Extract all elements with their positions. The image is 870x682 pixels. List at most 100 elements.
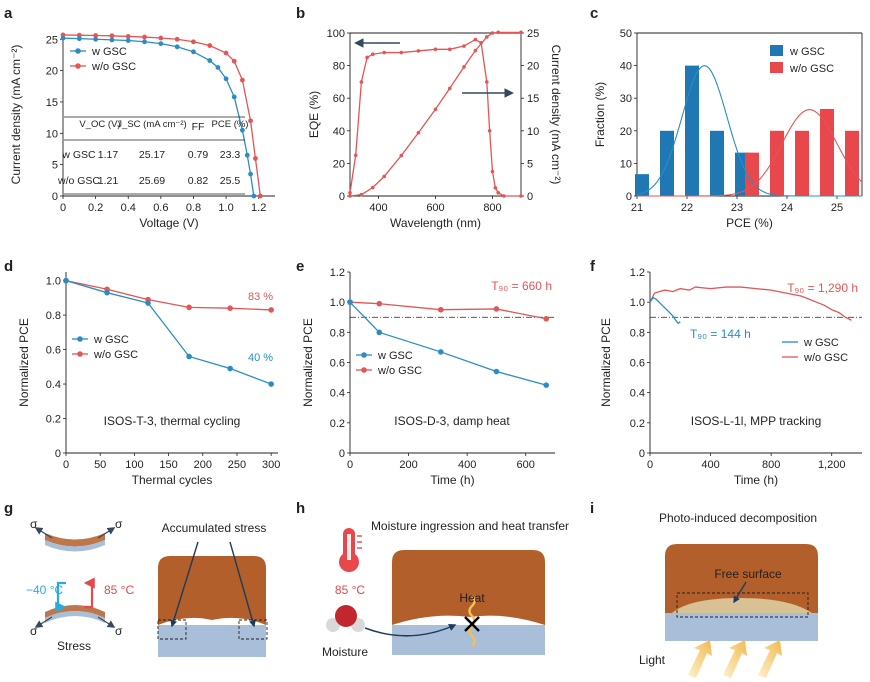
x-axis-title: Time (h) xyxy=(734,473,778,487)
histogram-bar xyxy=(820,108,834,196)
accumulated-stress-title: Accumulated stress xyxy=(162,521,267,535)
data-point xyxy=(186,353,192,360)
x-tick-label: 50 xyxy=(94,459,106,471)
x-axis-title: Voltage (V) xyxy=(139,216,198,230)
t90-label: T₉₀ = 660 h xyxy=(491,279,552,293)
data-point xyxy=(207,43,213,48)
jsc-line xyxy=(349,31,521,197)
table-cell: 0.82 xyxy=(188,175,209,187)
y-tick-label: 20 xyxy=(620,126,632,138)
data-point xyxy=(63,277,69,284)
x-tick-label: 200 xyxy=(194,459,212,471)
legend-label: w GSC xyxy=(789,46,825,58)
y2-tick-label: 25 xyxy=(527,28,539,40)
y-tick-label: 15 xyxy=(46,97,58,109)
x-tick-label: 150 xyxy=(159,459,177,471)
cold-temperature: −40 °C xyxy=(26,583,63,597)
table-header-ff: FF xyxy=(192,121,205,133)
table-cell: 25.17 xyxy=(139,149,165,161)
light-arrow-icon xyxy=(723,640,747,678)
legend-swatch xyxy=(770,45,783,56)
cooling-arrow xyxy=(55,581,67,613)
table-cell: 25.5 xyxy=(220,175,241,187)
histogram-bar xyxy=(745,152,759,196)
stress-label: Stress xyxy=(57,639,91,653)
x-tick-label: 100 xyxy=(125,459,143,471)
x-tick-label: 0 xyxy=(347,459,353,471)
eqe-point xyxy=(485,80,489,84)
data-point xyxy=(239,77,245,83)
panel-label-c: c xyxy=(590,5,598,22)
x-tick-label: 600 xyxy=(426,202,444,214)
legend-label: w/o GSC xyxy=(377,365,422,377)
eqe-point xyxy=(473,37,478,42)
histogram-bar xyxy=(710,130,724,196)
legend-label: w GSC xyxy=(803,337,839,349)
x-tick-label: 0 xyxy=(63,459,69,471)
y-axis-title: Current density (mA cm⁻²) xyxy=(9,45,23,185)
annotation-red: 83 % xyxy=(248,291,273,303)
bottom-bent-film-layer xyxy=(45,611,105,623)
x-tick-label: 0.8 xyxy=(186,202,201,214)
data-point xyxy=(191,49,196,55)
panel-label-i: i xyxy=(590,500,594,517)
x-tick-label: 1,200 xyxy=(818,459,846,471)
jsc-point xyxy=(348,194,352,198)
annotation-blue: 40 % xyxy=(248,352,273,364)
series-line xyxy=(649,296,681,325)
data-point xyxy=(376,300,383,307)
legend-marker xyxy=(361,367,367,373)
y-tick-label: 0.4 xyxy=(630,388,645,400)
free-surface-box xyxy=(676,592,809,618)
chart-e-damp-heat: 0 200 400 600 0 0.2 0.4 0.6 0.8 1.0 1.2 Time (h) Nor… xyxy=(301,267,555,487)
light-label: Light xyxy=(639,653,666,667)
y-tick-label: 0 xyxy=(639,448,645,460)
edge-highlight-box xyxy=(157,619,187,640)
legend-marker xyxy=(77,336,83,342)
x-tick-label: 600 xyxy=(517,459,535,471)
cross-icon xyxy=(464,616,480,632)
panel-label-h: h xyxy=(296,500,305,517)
gaussian-fit xyxy=(637,109,863,197)
table-cell: 25.69 xyxy=(139,175,165,187)
y-tick-label: 0.2 xyxy=(330,418,345,430)
eqe-point xyxy=(382,50,387,55)
eqe-point xyxy=(462,44,466,48)
free-surface-label: Free surface xyxy=(714,567,782,581)
jsc-point xyxy=(416,130,421,135)
data-point xyxy=(493,306,500,312)
jsc-point xyxy=(485,35,489,39)
y-tick-label: 10 xyxy=(620,158,632,170)
moisture-label: Moisture xyxy=(322,645,368,659)
moisture-title: Moisture ingression and heat transfer xyxy=(371,519,569,533)
data-point xyxy=(145,300,151,306)
light-arrow-icon xyxy=(688,640,712,678)
jsc-point xyxy=(490,31,495,35)
y2-tick-label: 10 xyxy=(527,126,539,138)
data-point xyxy=(104,289,110,296)
eqe-point xyxy=(487,129,492,133)
x-tick-label: 21 xyxy=(631,202,643,214)
eqe-point xyxy=(353,153,358,158)
x-axis-title: PCE (%) xyxy=(726,216,773,230)
y-tick-label: 0.4 xyxy=(330,388,345,400)
x-tick-label: 800 xyxy=(483,202,501,214)
eqe-line xyxy=(349,38,521,197)
y-tick-label: 0 xyxy=(626,191,632,203)
x-tick-label: 200 xyxy=(399,459,417,471)
top-bent-film-layer xyxy=(45,540,105,552)
jsc-point xyxy=(382,174,387,179)
jsc-point xyxy=(473,48,478,53)
data-point xyxy=(60,35,66,41)
data-point xyxy=(174,36,180,42)
legend-label: w GSC xyxy=(93,334,129,346)
legend-label: w/o GSC xyxy=(789,63,834,75)
y-tick-label: 50 xyxy=(620,28,632,40)
x-tick-label: 400 xyxy=(701,459,719,471)
series-line xyxy=(65,279,272,385)
moisture-title-text: Moisture ingression and heat transfer xyxy=(371,519,569,533)
y-tick-label: 0.2 xyxy=(630,418,645,430)
panel-label-g: g xyxy=(4,500,13,517)
data-point xyxy=(543,382,550,388)
t90-label-blue: T₉₀ = 144 h xyxy=(690,327,751,341)
